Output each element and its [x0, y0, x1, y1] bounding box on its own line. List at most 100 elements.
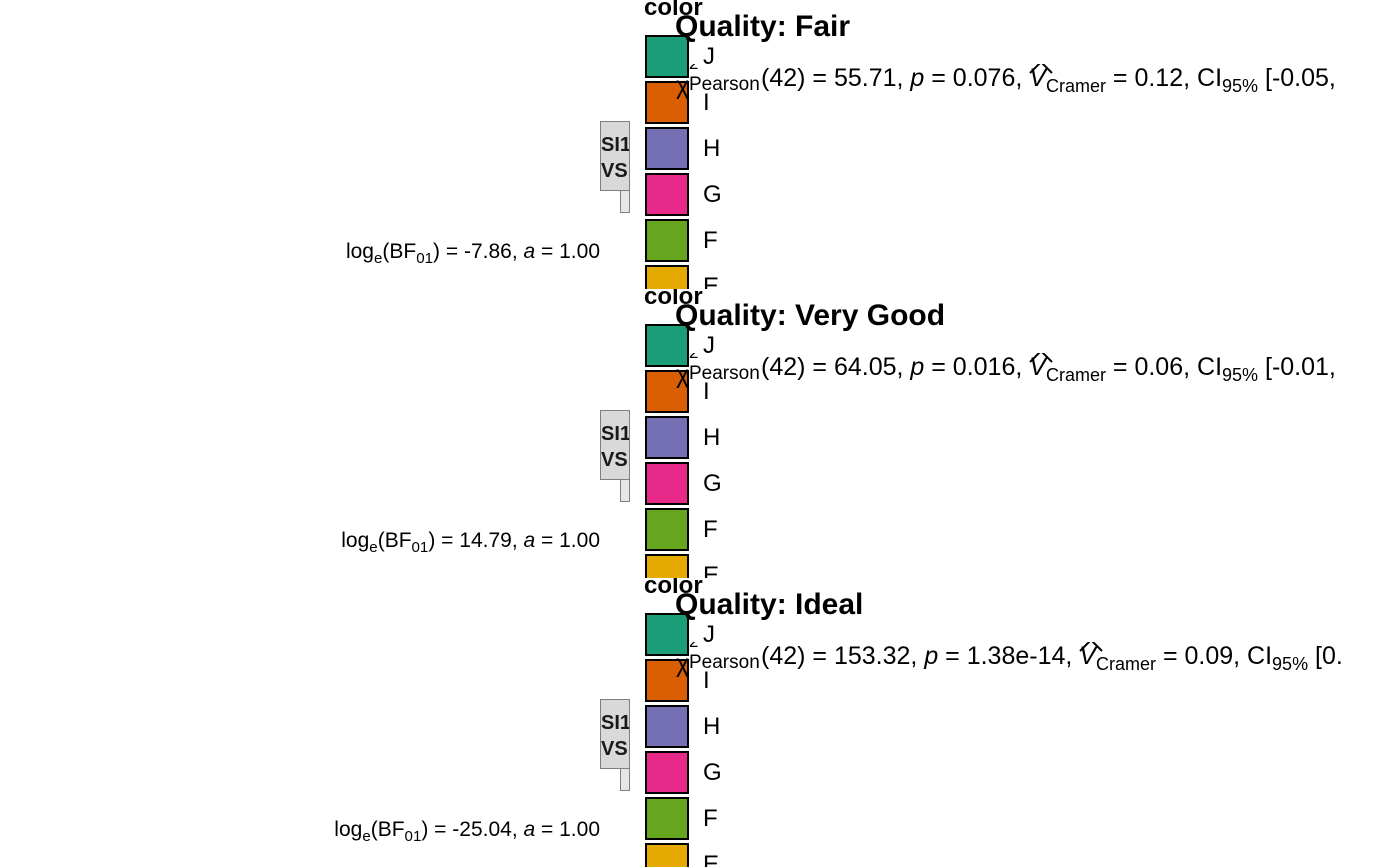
- bf-log: log: [345, 240, 374, 263]
- legend-swatch-I: [645, 81, 689, 124]
- legend-swatch-J: [645, 613, 689, 656]
- bayes-factor-caption: loge(BF01) = -7.86, a = 1.00: [346, 240, 600, 267]
- legend-label: J: [703, 332, 715, 359]
- chi-symbol: χ: [676, 72, 690, 100]
- panel-title: Quality: Ideal: [675, 588, 864, 621]
- legend-label: J: [703, 43, 715, 70]
- p-label: p: [910, 64, 925, 92]
- facet-strip: SI1 VS: [600, 410, 630, 480]
- legend-swatch-E: [645, 265, 689, 289]
- p-value: = 0.076,: [924, 64, 1030, 92]
- chi-superscript: 2: [689, 642, 698, 652]
- facet-strip-line1: SI1: [601, 423, 630, 445]
- ci-value: [-0.01,: [1258, 353, 1336, 381]
- stat-subtitle: χ2Pearson(42) = 64.05, p = 0.016, VCrame…: [676, 353, 1400, 397]
- legend-title: color: [644, 0, 703, 21]
- hat-mark: [1029, 353, 1053, 370]
- chi-value: (42) = 55.71,: [761, 64, 911, 92]
- ci-subscript: 95%: [1222, 76, 1259, 96]
- chi-subscript: Pearson: [689, 363, 760, 384]
- legend-swatch-J: [645, 35, 689, 78]
- bf-subscript: 01: [411, 539, 429, 557]
- chi-symbol: χ: [676, 650, 690, 678]
- v-subscript: Cramer: [1045, 76, 1106, 96]
- facet-strip-line2: VS: [601, 449, 628, 471]
- legend-swatch-J: [645, 324, 689, 367]
- legend-swatch-H: [645, 127, 689, 170]
- bf-e-subscript: e: [373, 250, 383, 268]
- legend-label: H: [703, 713, 721, 740]
- facet-strip-line1: SI1: [601, 712, 630, 734]
- facet-strip: SI1 VS: [600, 121, 630, 191]
- panel-title: Quality: Very Good: [675, 299, 946, 332]
- bf-log: log: [334, 818, 363, 841]
- v-hat: V: [1029, 353, 1053, 382]
- legend-label: G: [703, 759, 722, 786]
- chi-subscript: Pearson: [689, 74, 760, 95]
- facet-strip-tab: [620, 480, 630, 502]
- ci-value: [0.: [1308, 642, 1343, 670]
- a-value: = 1.00: [535, 529, 600, 552]
- bayes-factor-caption: loge(BF01) = 14.79, a = 1.00: [341, 529, 600, 556]
- legend-swatch-G: [645, 462, 689, 505]
- facet-strip-line1: SI1: [601, 134, 630, 156]
- bf-value: ) = -25.04,: [421, 818, 524, 841]
- p-value: = 0.016,: [924, 353, 1030, 381]
- legend-swatch-F: [645, 219, 689, 262]
- legend-swatch-I: [645, 370, 689, 413]
- stat-values: (42) = 64.05, p = 0.016, VCramer = 0.06,…: [761, 353, 1336, 386]
- hat-mark: [1079, 642, 1104, 659]
- p-value: = 1.38e-14,: [938, 642, 1080, 670]
- v-hat: V: [1079, 642, 1104, 671]
- v-value: = 0.06, CI: [1105, 353, 1223, 381]
- chi-subscript: Pearson: [689, 652, 760, 673]
- ci-value: [-0.05,: [1258, 64, 1336, 92]
- chi-value: (42) = 64.05,: [761, 353, 911, 381]
- legend-label: I: [703, 378, 710, 405]
- bf-label: (BF: [370, 818, 405, 841]
- bf-log: log: [341, 529, 370, 552]
- stat-subtitle: χ2Pearson(42) = 55.71, p = 0.076, VCrame…: [676, 64, 1400, 108]
- legend-swatch-G: [645, 751, 689, 794]
- bf-value: ) = -7.86,: [433, 240, 524, 263]
- legend-label: H: [703, 424, 721, 451]
- legend-swatch-F: [645, 797, 689, 840]
- bf-subscript: 01: [404, 828, 422, 846]
- v-value: = 0.12, CI: [1105, 64, 1223, 92]
- legend-label: H: [703, 135, 721, 162]
- chi-superscript: 2: [689, 64, 698, 74]
- legend-label: J: [703, 621, 715, 648]
- chi-superscript: 2: [689, 353, 698, 363]
- legend-label: G: [703, 181, 722, 208]
- legend-swatch-F: [645, 508, 689, 551]
- legend-label: G: [703, 470, 722, 497]
- stat-subtitle: χ2Pearson(42) = 153.32, p = 1.38e-14, VC…: [676, 642, 1400, 686]
- legend-title: color: [644, 578, 703, 599]
- legend-title: color: [644, 289, 703, 310]
- legend-swatch-E: [645, 843, 689, 867]
- p-label: p: [910, 353, 925, 381]
- legend-swatch-I: [645, 659, 689, 702]
- bf-subscript: 01: [416, 250, 434, 268]
- bf-label: (BF: [382, 240, 417, 263]
- a-label: a: [523, 240, 536, 263]
- stat-values: (42) = 55.71, p = 0.076, VCramer = 0.12,…: [761, 64, 1336, 97]
- v-value: = 0.09, CI: [1156, 642, 1273, 670]
- chi-value: (42) = 153.32,: [761, 642, 925, 670]
- ci-subscript: 95%: [1222, 365, 1259, 385]
- bf-value: ) = 14.79,: [428, 529, 524, 552]
- ci-subscript: 95%: [1272, 654, 1309, 674]
- legend-label: F: [703, 805, 718, 832]
- facet-strip-tab: [620, 191, 630, 213]
- v-subscript: Cramer: [1045, 365, 1106, 385]
- legend-label: E: [703, 273, 720, 289]
- a-label: a: [523, 529, 536, 552]
- bayes-factor-caption: loge(BF01) = -25.04, a = 1.00: [334, 818, 600, 845]
- bf-e-subscript: e: [362, 828, 371, 846]
- a-value: = 1.00: [535, 240, 600, 263]
- facet-strip-line2: VS: [601, 160, 628, 182]
- stat-values: (42) = 153.32, p = 1.38e-14, VCramer = 0…: [761, 642, 1343, 675]
